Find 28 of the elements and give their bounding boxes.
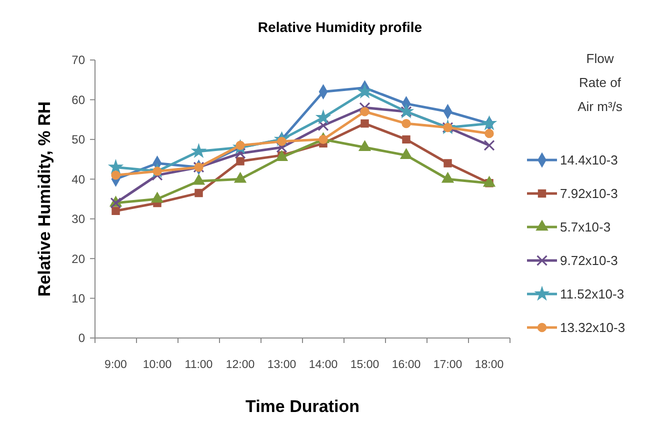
x-tick-label: 9:00 xyxy=(104,359,127,371)
x-tick-label: 13:00 xyxy=(267,359,296,371)
legend-label: 11.52x10-3 xyxy=(560,286,624,302)
x-tick-label: 18:00 xyxy=(474,359,504,371)
legend-title: Flow Rate of Air m³/s xyxy=(578,51,623,114)
y-tick-label: 60 xyxy=(72,92,86,107)
legend-label: 9.72x10-3 xyxy=(560,253,618,268)
legend-label: 13.32x10-3 xyxy=(560,320,626,336)
x-tick-label: 10:00 xyxy=(142,359,172,371)
legend-label: 5.7x10-3 xyxy=(560,220,611,235)
y-tick-label: 40 xyxy=(72,172,86,186)
chart-title: Relative Humidity profile xyxy=(258,19,422,35)
y-tick-label: 70 xyxy=(72,53,86,68)
y-tick-label: 0 xyxy=(78,331,86,346)
legend-label: 14.4x10-3 xyxy=(560,152,618,168)
y-tick-label: 20 xyxy=(72,252,86,266)
y-tick-label: 50 xyxy=(72,132,86,147)
x-tick-label: 16:00 xyxy=(392,359,421,371)
y-tick-label: 30 xyxy=(72,212,86,226)
legend-label: 7.92x10-3 xyxy=(560,186,618,202)
x-tick-label: 14:00 xyxy=(308,359,338,371)
y-axis-title: Relative Humidity, % RH xyxy=(35,101,54,297)
y-tick-label: 10 xyxy=(72,291,86,306)
x-tick-label: 15:00 xyxy=(350,359,380,371)
x-tick-label: 11:00 xyxy=(184,359,213,371)
x-tick-label: 17:00 xyxy=(433,359,462,371)
x-tick-label: 12:00 xyxy=(226,359,255,371)
x-axis-title: Time Duration xyxy=(246,397,360,416)
